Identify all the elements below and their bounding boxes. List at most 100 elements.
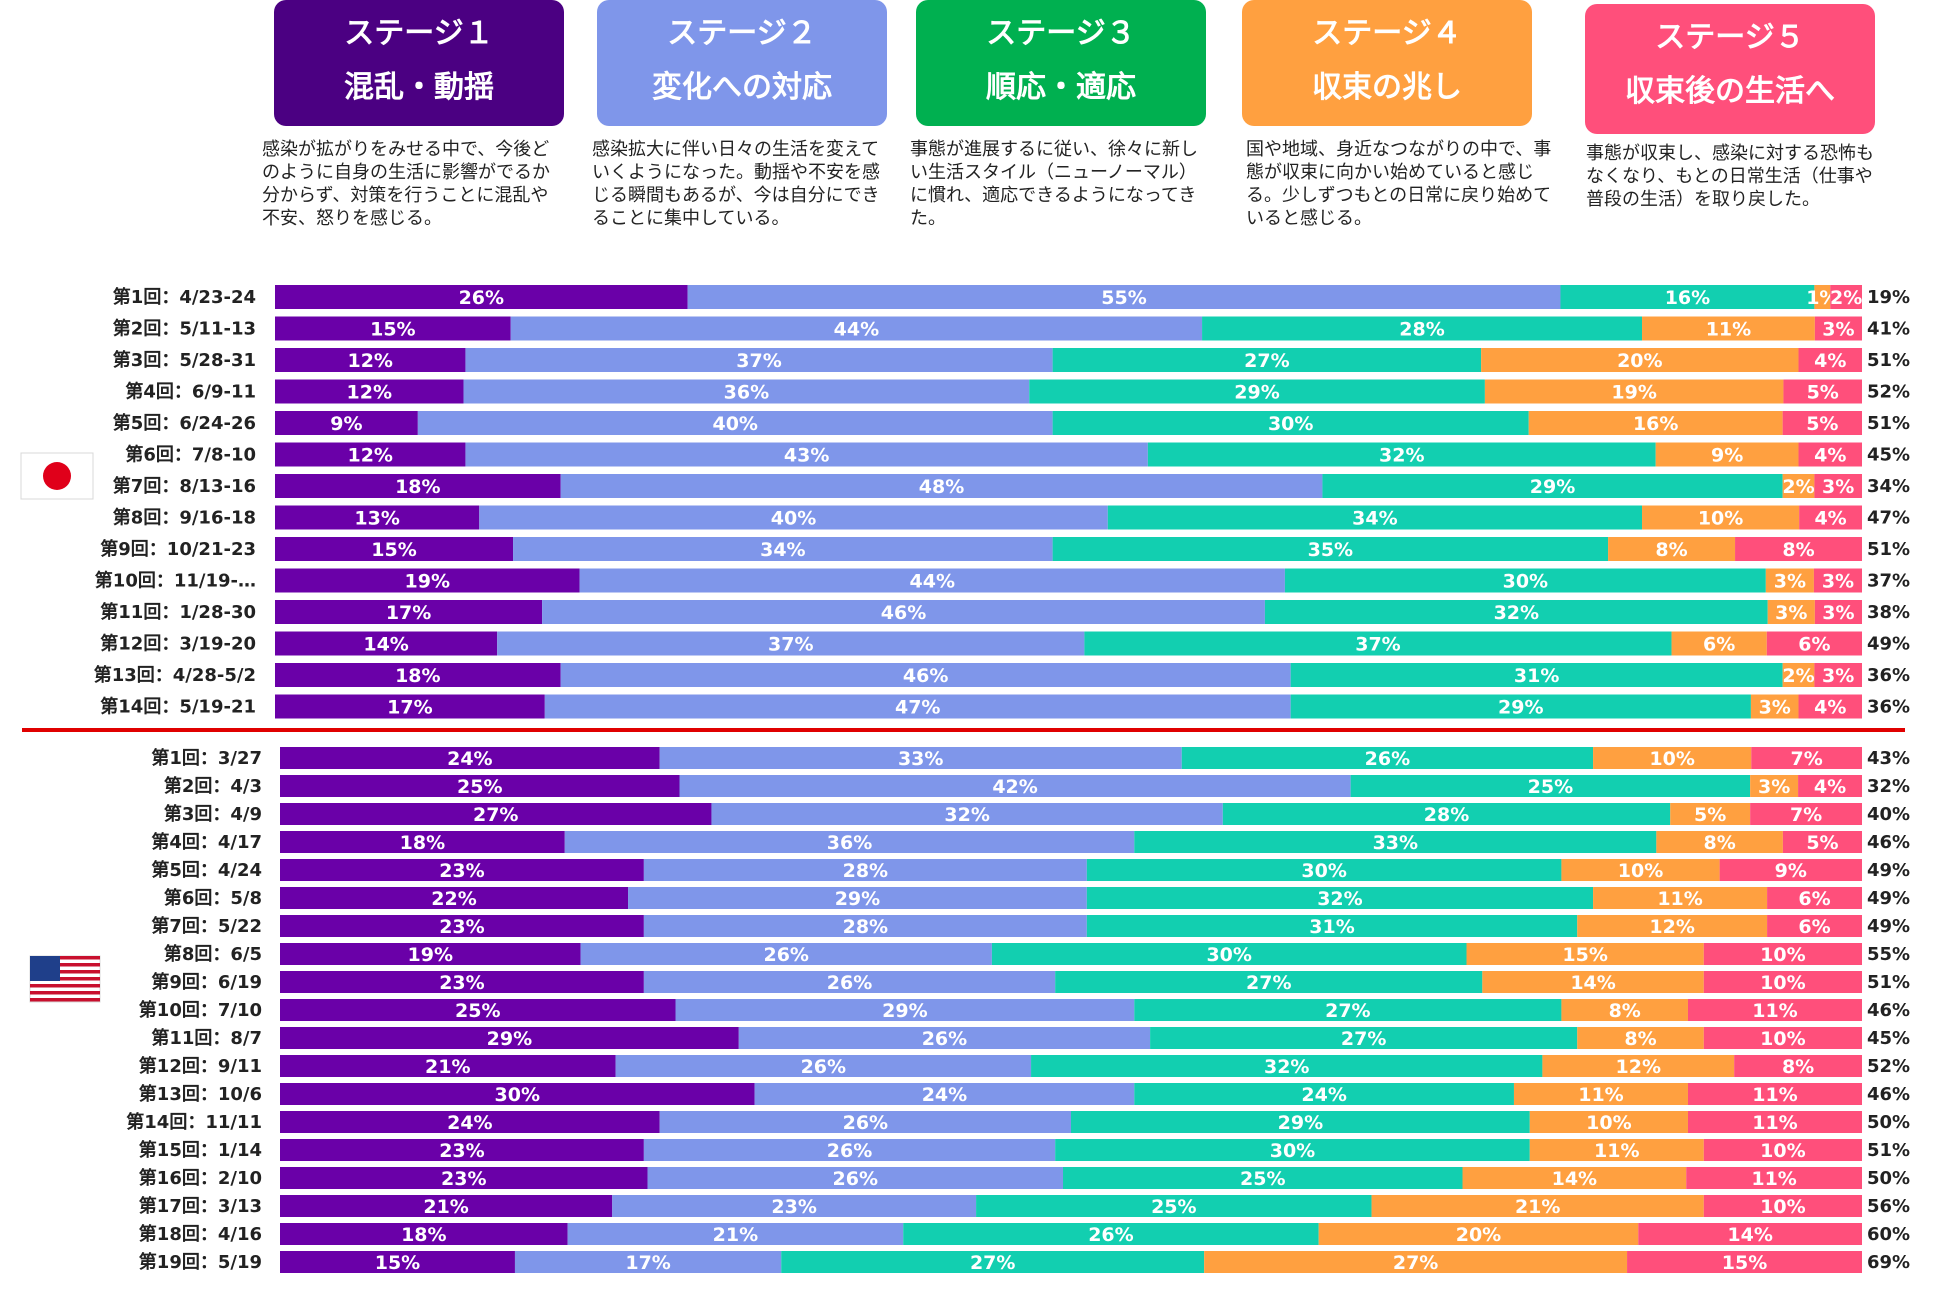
usa-bar-segment-stage-1 bbox=[280, 831, 565, 853]
usa-segment-label: 14% bbox=[1552, 1168, 1597, 1190]
usa-bar-segment-stage-3 bbox=[1086, 859, 1562, 881]
japan-bar-segment-stage-3 bbox=[1107, 505, 1643, 530]
usa-row-label: 第14回：11/11 bbox=[126, 1111, 262, 1133]
usa-row-total-label: 51% bbox=[1867, 972, 1910, 993]
usa-segment-label: 11% bbox=[1657, 888, 1702, 910]
stage-4-box: ステージ４ 収束の兆し bbox=[1242, 0, 1532, 126]
usa-segment-label: 29% bbox=[487, 1028, 532, 1050]
japan-segment-label: 3% bbox=[1822, 476, 1854, 498]
stage-3-box: ステージ３ 順応・適応 bbox=[916, 0, 1206, 126]
usa-segment-label: 26% bbox=[1088, 1224, 1133, 1246]
japan-segment-label: 19% bbox=[405, 571, 450, 593]
japan-row-total-label: 36% bbox=[1867, 665, 1910, 686]
japan-row-label: 第1回：4/23-24 bbox=[113, 286, 256, 308]
japan-segment-label: 32% bbox=[1379, 445, 1424, 467]
usa-bar-segment-stage-5 bbox=[1703, 943, 1862, 965]
usa-row-total-label: 46% bbox=[1867, 1000, 1910, 1021]
usa-segment-label: 32% bbox=[1264, 1056, 1309, 1078]
japan-bar-segment-stage-3 bbox=[1290, 694, 1751, 719]
usa-row-total-label: 49% bbox=[1867, 860, 1910, 881]
usa-bar-segment-stage-4 bbox=[1318, 1223, 1639, 1245]
usa-row-label: 第7回：5/22 bbox=[151, 915, 262, 937]
usa-bar-segment-stage-4 bbox=[1466, 943, 1704, 965]
usa-row-label: 第5回：4/24 bbox=[151, 859, 262, 881]
japan-bar-segment-stage-2 bbox=[463, 379, 1030, 404]
usa-row-total-label: 56% bbox=[1867, 1196, 1910, 1217]
stage-1-description: 感染が拡がりをみせる中で、今後どのように自身の生活に影響がでるか分からず、対策を… bbox=[262, 139, 550, 229]
japan-bar-segment-stage-1 bbox=[275, 411, 418, 435]
usa-bar-segment-stage-5 bbox=[1686, 1167, 1862, 1189]
usa-bar-segment-stage-4 bbox=[1750, 775, 1799, 797]
usa-bar-segment-stage-3 bbox=[1086, 915, 1578, 937]
japan-bar-segment-stage-3 bbox=[1264, 600, 1768, 624]
stage-5-title: ステージ５ bbox=[1655, 20, 1805, 55]
japan-segment-label: 4% bbox=[1814, 445, 1846, 467]
japan-bar-segment-stage-1 bbox=[275, 505, 480, 530]
usa-segment-label: 25% bbox=[457, 776, 502, 798]
japan-segment-label: 4% bbox=[1814, 508, 1846, 530]
usa-segment-label: 15% bbox=[375, 1252, 420, 1274]
usa-bar-segment-stage-5 bbox=[1687, 1111, 1862, 1133]
stage-4-subtitle: 収束の兆し bbox=[1312, 70, 1462, 105]
stage-5-description: 事態が収束し、感染に対する恐怖もなくなり、もとの日常生活（仕事や普段の生活）を取… bbox=[1586, 143, 1874, 210]
usa-row-label: 第10回：7/10 bbox=[139, 999, 262, 1021]
japan-row-label: 第12回：3/19-20 bbox=[100, 633, 256, 655]
usa-segment-label: 7% bbox=[1790, 748, 1822, 770]
usa-bar-segment-stage-4 bbox=[1513, 1083, 1688, 1105]
usa-bar-segment-stage-4 bbox=[1204, 1251, 1628, 1273]
japan-segment-label: 3% bbox=[1822, 319, 1854, 341]
usa-bar-segment-stage-1 bbox=[280, 1223, 568, 1245]
stage-3-subtitle: 順応・適応 bbox=[986, 70, 1136, 105]
usa-segment-label: 27% bbox=[970, 1252, 1015, 1274]
japan-bar-segment-stage-5 bbox=[1814, 316, 1862, 341]
usa-bar-segment-stage-1 bbox=[280, 1251, 515, 1273]
usa-segment-label: 14% bbox=[1570, 972, 1615, 994]
usa-bar-segment-stage-2 bbox=[754, 1083, 1135, 1105]
usa-segment-label: 25% bbox=[1151, 1196, 1196, 1218]
usa-bar-segment-stage-3 bbox=[903, 1223, 1319, 1245]
japan-bar-segment-stage-4 bbox=[1814, 285, 1831, 309]
usa-segment-label: 22% bbox=[431, 888, 476, 910]
usa-row-total-label: 69% bbox=[1867, 1252, 1910, 1273]
japan-row-total-label: 51% bbox=[1867, 539, 1910, 560]
usa-row-label: 第15回：1/14 bbox=[139, 1139, 262, 1161]
japan-segment-label: 11% bbox=[1706, 319, 1751, 341]
japan-bar-segment-stage-1 bbox=[275, 537, 514, 561]
japan-bar-segment-stage-1 bbox=[275, 568, 580, 593]
usa-segment-label: 30% bbox=[1301, 860, 1346, 882]
usa-segment-label: 25% bbox=[455, 1000, 500, 1022]
japan-bar-segment-stage-3 bbox=[1202, 316, 1643, 341]
usa-bar-segment-stage-1 bbox=[280, 775, 680, 797]
japan-segment-label: 36% bbox=[724, 382, 769, 404]
usa-row-total-label: 45% bbox=[1867, 1028, 1910, 1049]
japan-bar-segment-stage-1 bbox=[275, 316, 511, 341]
usa-row-total-label: 50% bbox=[1867, 1112, 1910, 1133]
usa-segment-label: 28% bbox=[1424, 804, 1469, 826]
japan-segment-label: 14% bbox=[363, 634, 408, 656]
usa-segment-label: 23% bbox=[439, 1140, 484, 1162]
japan-bar-segment-stage-3 bbox=[1052, 411, 1529, 435]
japan-segment-label: 48% bbox=[919, 476, 964, 498]
usa-row-total-label: 49% bbox=[1867, 916, 1910, 937]
usa-segment-label: 26% bbox=[763, 944, 808, 966]
usa-segment-label: 21% bbox=[713, 1224, 758, 1246]
japan-bar-segment-stage-2 bbox=[465, 442, 1148, 467]
usa-segment-label: 21% bbox=[1515, 1196, 1560, 1218]
usa-segment-label: 30% bbox=[495, 1084, 540, 1106]
usa-segment-label: 24% bbox=[1301, 1084, 1346, 1106]
japan-bar-segment-stage-3 bbox=[1290, 663, 1783, 687]
japan-bar-segment-stage-1 bbox=[275, 285, 688, 309]
usa-row-label: 第17回：3/13 bbox=[139, 1195, 262, 1217]
usa-segment-label: 15% bbox=[1722, 1252, 1767, 1274]
usa-segment-label: 33% bbox=[898, 748, 943, 770]
japan-segment-label: 5% bbox=[1806, 413, 1838, 435]
usa-bar-segment-stage-5 bbox=[1687, 1083, 1862, 1105]
usa-segment-label: 26% bbox=[801, 1056, 846, 1078]
usa-bar-segment-stage-1 bbox=[280, 1027, 739, 1049]
japan-row-total-label: 51% bbox=[1867, 413, 1910, 434]
japan-segment-label: 30% bbox=[1503, 571, 1548, 593]
usa-row-label: 第9回：6/19 bbox=[151, 971, 262, 993]
stage-2-subtitle: 変化への対応 bbox=[652, 70, 832, 105]
usa-bar-segment-stage-1 bbox=[280, 1139, 644, 1161]
